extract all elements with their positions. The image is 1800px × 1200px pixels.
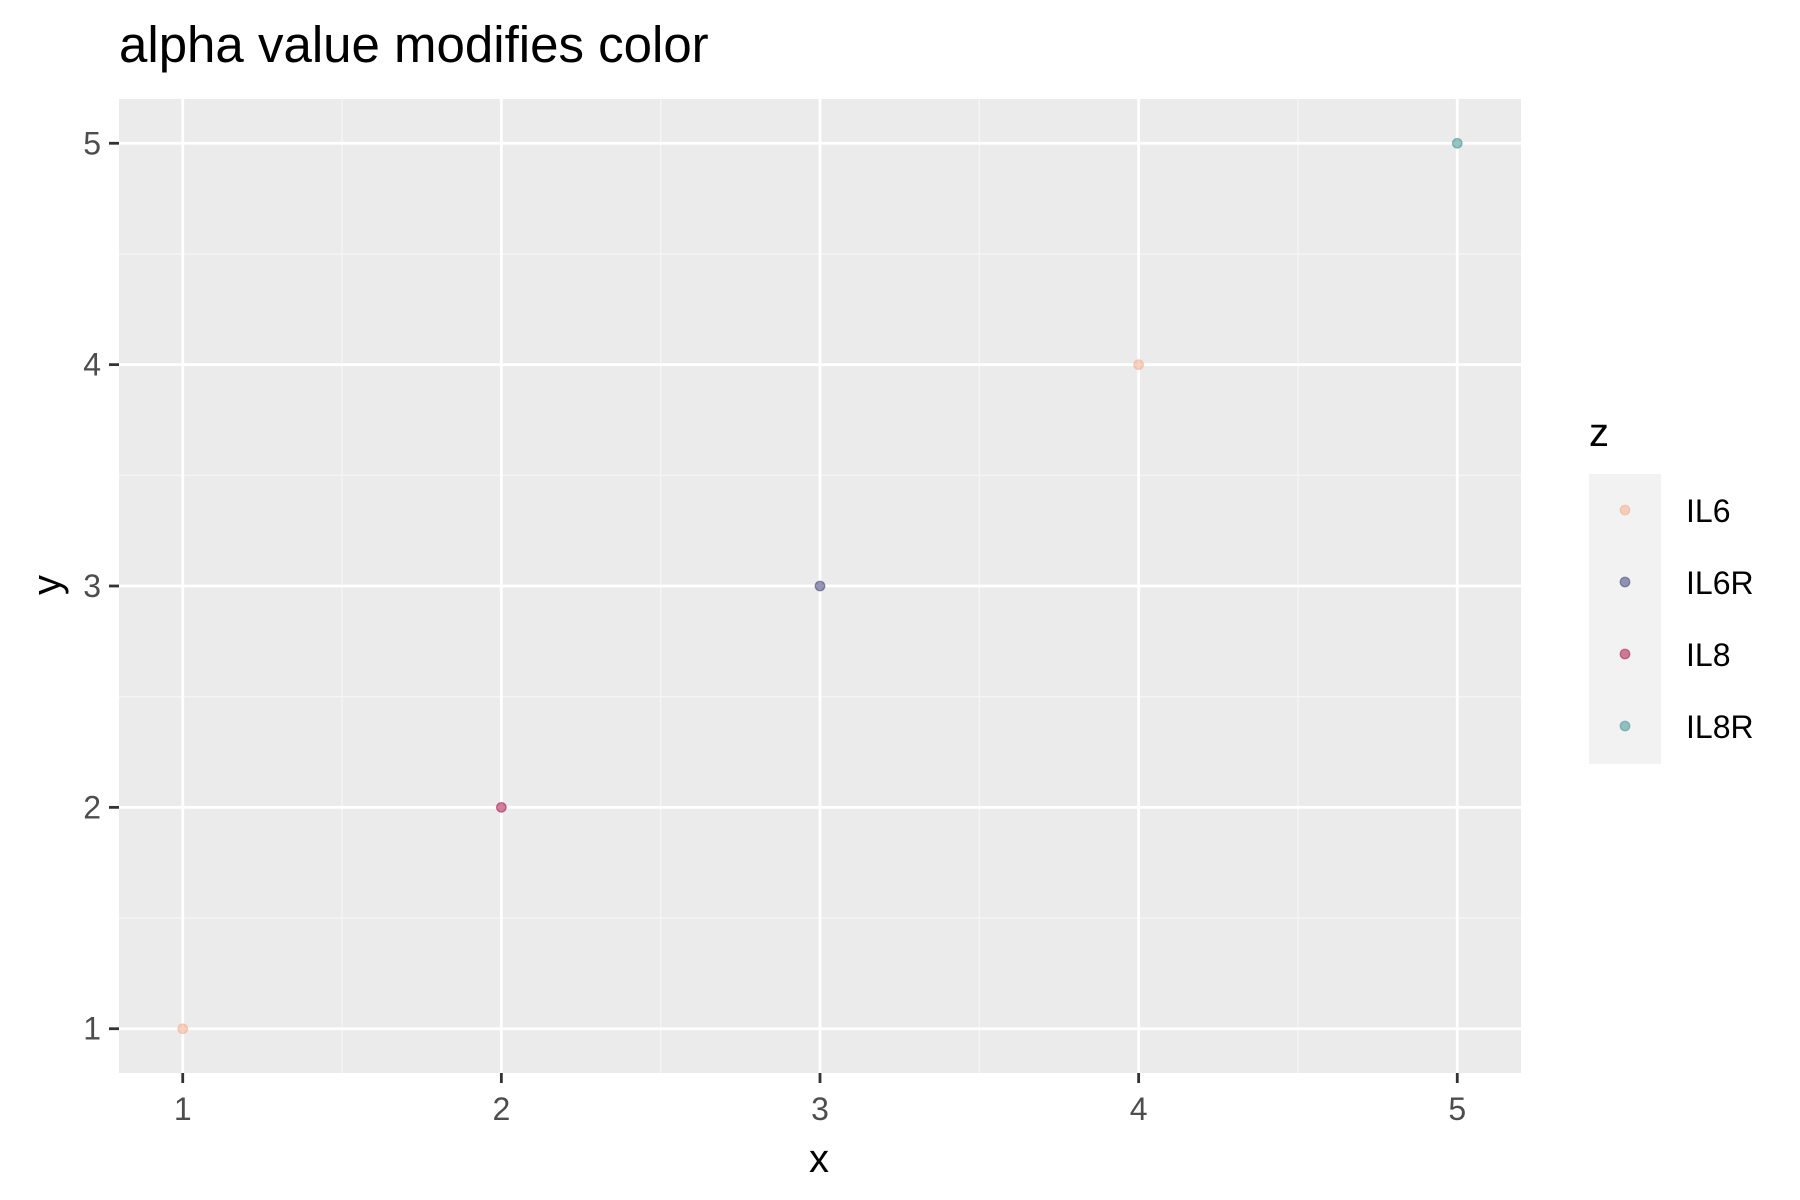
data-point-il8 — [495, 801, 507, 813]
legend-label-il8r: IL8R — [1686, 709, 1754, 745]
y-axis-title: y — [25, 575, 69, 595]
data-point-il6 — [1133, 359, 1145, 371]
chart-title: alpha value modifies color — [119, 16, 709, 73]
legend-label-il6r: IL6R — [1686, 565, 1754, 601]
y-tick-label: 5 — [83, 125, 101, 161]
y-tick-label: 3 — [83, 568, 101, 604]
legend-entries: IL6 IL6R IL8 IL8R — [1619, 493, 1754, 745]
data-point-il6 — [177, 1023, 189, 1035]
legend-title: z — [1589, 411, 1609, 455]
legend-key-il6r — [1619, 576, 1631, 588]
y-tick-label: 4 — [83, 347, 101, 383]
x-tick-label: 4 — [1130, 1091, 1148, 1127]
data-point-il6r — [814, 580, 826, 592]
legend-label-il6: IL6 — [1686, 493, 1730, 529]
x-axis: 1 2 3 4 5 — [174, 1073, 1466, 1127]
x-tick-label: 1 — [174, 1091, 192, 1127]
legend-label-il8: IL8 — [1686, 637, 1730, 673]
y-axis: 1 2 3 4 5 — [83, 125, 119, 1047]
y-tick-label: 2 — [83, 789, 101, 825]
legend: z IL6 IL6R IL8 IL8R — [1589, 411, 1754, 764]
legend-key-il8r — [1619, 720, 1631, 732]
points-layer — [177, 137, 1463, 1035]
y-tick-label: 1 — [83, 1011, 101, 1047]
legend-key-il6 — [1619, 504, 1631, 516]
data-point-il8r — [1451, 137, 1463, 149]
x-tick-label: 2 — [492, 1091, 510, 1127]
x-tick-label: 5 — [1448, 1091, 1466, 1127]
legend-key-background — [1589, 474, 1661, 764]
x-axis-title: x — [809, 1137, 829, 1181]
x-tick-label: 3 — [811, 1091, 829, 1127]
legend-key-il8 — [1619, 648, 1631, 660]
